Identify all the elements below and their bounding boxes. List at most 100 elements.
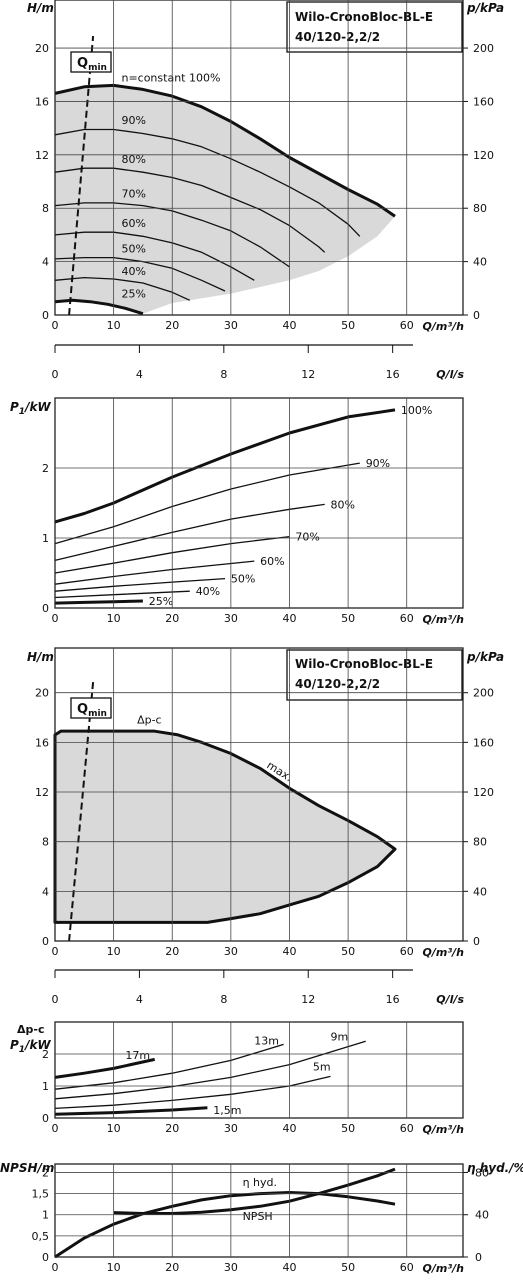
y-axis-label-dpc: Δp-c: [17, 1023, 44, 1036]
y2-tick-label: 160: [473, 736, 494, 749]
x-tick-label: 30: [224, 319, 238, 332]
series-label: 70%: [295, 531, 319, 544]
series-label: 90%: [121, 114, 145, 127]
plot-frame: [54, 0, 464, 316]
y-tick-label: 20: [35, 42, 49, 55]
series-label: 50%: [121, 242, 145, 255]
y2-axis-label: p/kPa: [466, 650, 504, 664]
series-label: 70%: [121, 188, 145, 201]
y-axis-label: NPSH/m: [0, 1161, 54, 1175]
y-tick-label: 16: [35, 736, 49, 749]
y2-tick-label: 200: [473, 42, 494, 55]
x-tick-label: 10: [107, 612, 121, 625]
x-tick-label: 50: [341, 1261, 355, 1274]
series-label: Δp-c: [137, 714, 162, 727]
series-line-90: [54, 462, 360, 545]
series-label: 50%: [231, 573, 255, 586]
x-tick-label: 0: [52, 1261, 59, 1274]
y-tick-label: 8: [42, 202, 49, 215]
series-line-npsh: [113, 1167, 396, 1215]
y-tick-label: 0,5: [32, 1230, 50, 1243]
chart-title-line2: 40/120-2,2/2: [295, 677, 380, 691]
series-label: 60%: [121, 217, 145, 230]
y-tick-label: 16: [35, 95, 49, 108]
y-tick-label: 4: [42, 256, 49, 269]
x-tick-label: 20: [165, 1261, 179, 1274]
x-tick-label: 40: [282, 1261, 296, 1274]
series-line-60: [54, 560, 255, 585]
series-line-100: [54, 408, 396, 524]
series-label: 80%: [121, 153, 145, 166]
h-q-variable-axes: 0 10 20 30 40 50 60 0 4 8 12 16 20 Q/m³/h: [35, 0, 464, 333]
series-line-50: [54, 577, 226, 592]
x-tick-label: 30: [224, 612, 238, 625]
y-tick-label: 0: [42, 1112, 49, 1125]
x2-tick-label: 16: [386, 993, 400, 1006]
y-tick-label: 2: [42, 1048, 49, 1061]
chart-title-line1: Wilo-CronoBloc-BL-E: [295, 10, 433, 24]
y2-tick-label: 0: [475, 1251, 482, 1264]
series-label: 25%: [121, 288, 145, 301]
series-label: 13m: [254, 1034, 279, 1047]
y-tick-label: 0: [42, 602, 49, 615]
x-tick-label: 30: [224, 1122, 238, 1135]
chart-title-line2: 40/120-2,2/2: [295, 30, 380, 44]
y-tick-label: 2: [42, 462, 49, 475]
series-line-15m: [54, 1106, 208, 1116]
x-axis-label: Q/m³/h: [423, 613, 465, 626]
h-q-dpc-axes: 0 10 20 30 40 50 60 0 4 8 12 16 20 Q/m³/h: [35, 647, 465, 959]
y2-axis-label: p/kPa: [466, 1, 504, 15]
x-tick-label: 60: [400, 319, 414, 332]
series-line-25: [54, 599, 143, 605]
x2-tick-label: 12: [301, 993, 315, 1006]
p1-q-dpc-axes: 0 10 20 30 40 50 60 0 1 2 Q/m³/h: [42, 1021, 465, 1136]
x-tick-label: 30: [224, 1261, 238, 1274]
x2-tick-label: 8: [220, 993, 227, 1006]
y2-tick-label: 160: [473, 95, 494, 108]
series-label: 90%: [366, 457, 390, 470]
series-label: 9m: [331, 1031, 349, 1044]
series-line-40: [54, 276, 191, 301]
y2-tick-label: 40: [473, 256, 487, 269]
x-tick-label: 20: [165, 945, 179, 958]
x-tick-label: 40: [282, 319, 296, 332]
x-tick-label: 60: [400, 1122, 414, 1135]
x-tick-label: 10: [107, 945, 121, 958]
y2-tick-label: 80: [473, 202, 487, 215]
x-tick-label: 60: [400, 1261, 414, 1274]
x-tick-label: 20: [165, 1122, 179, 1135]
series-line-60: [54, 231, 255, 281]
y-axis-label: P1/kW: [10, 400, 51, 417]
x-tick-label: 60: [400, 945, 414, 958]
x2-tick-label: 8: [220, 368, 227, 381]
x-tick-label: 20: [165, 612, 179, 625]
title-box: [286, 1, 463, 53]
y-tick-label: 8: [42, 836, 49, 849]
series-label: 40%: [121, 265, 145, 278]
series-line-90: [54, 128, 361, 237]
plot-frame: [54, 647, 464, 942]
y-axis-label: H/m: [27, 1, 54, 15]
x-axis-label: Q/m³/h: [423, 1262, 465, 1275]
y-tick-label: 2: [42, 1166, 49, 1179]
y-tick-label: 1: [42, 1080, 49, 1093]
plot-frame: [54, 397, 464, 609]
x-tick-label: 0: [52, 1122, 59, 1135]
x-axis-label: Q/m³/h: [423, 1123, 465, 1136]
qmin-box: [70, 51, 112, 73]
y2-tick-label: 120: [473, 786, 494, 799]
y2-tick-label: 40: [473, 885, 487, 898]
y-tick-label: 0: [42, 1251, 49, 1264]
x-axis-label: Q/m³/h: [423, 946, 465, 959]
series-line-80: [54, 167, 326, 253]
y2-tick-label: 80: [473, 836, 487, 849]
x-tick-label: 60: [400, 612, 414, 625]
x2-tick-label: 16: [386, 368, 400, 381]
series-label: 25%: [149, 595, 173, 608]
h-q-variable-chart: n=constant 100%90%80%70%60%50%40%25%Qmin…: [27, 1, 504, 381]
y2-tick-label: 120: [473, 149, 494, 162]
y-tick-label: 20: [35, 687, 49, 700]
x2-tick-label: 0: [52, 993, 59, 1006]
